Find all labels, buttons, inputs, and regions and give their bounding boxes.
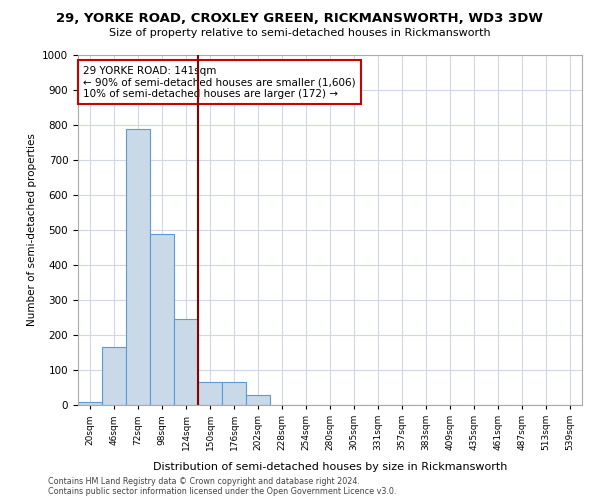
Bar [174,320,198,405]
Text: Size of property relative to semi-detached houses in Rickmansworth: Size of property relative to semi-detach… [109,28,491,38]
Text: Contains public sector information licensed under the Open Government Licence v3: Contains public sector information licen… [48,487,397,496]
Bar [150,234,174,405]
Bar [198,382,222,405]
Bar [126,128,150,405]
Bar [222,382,246,405]
Text: Contains HM Land Registry data © Crown copyright and database right 2024.: Contains HM Land Registry data © Crown c… [48,477,360,486]
Text: 29, YORKE ROAD, CROXLEY GREEN, RICKMANSWORTH, WD3 3DW: 29, YORKE ROAD, CROXLEY GREEN, RICKMANSW… [56,12,544,26]
Bar [246,394,270,405]
Text: 29 YORKE ROAD: 141sqm
← 90% of semi-detached houses are smaller (1,606)
10% of s: 29 YORKE ROAD: 141sqm ← 90% of semi-deta… [83,66,356,98]
X-axis label: Distribution of semi-detached houses by size in Rickmansworth: Distribution of semi-detached houses by … [153,462,507,471]
Bar [102,347,126,405]
Y-axis label: Number of semi-detached properties: Number of semi-detached properties [26,134,37,326]
Bar [78,402,102,405]
